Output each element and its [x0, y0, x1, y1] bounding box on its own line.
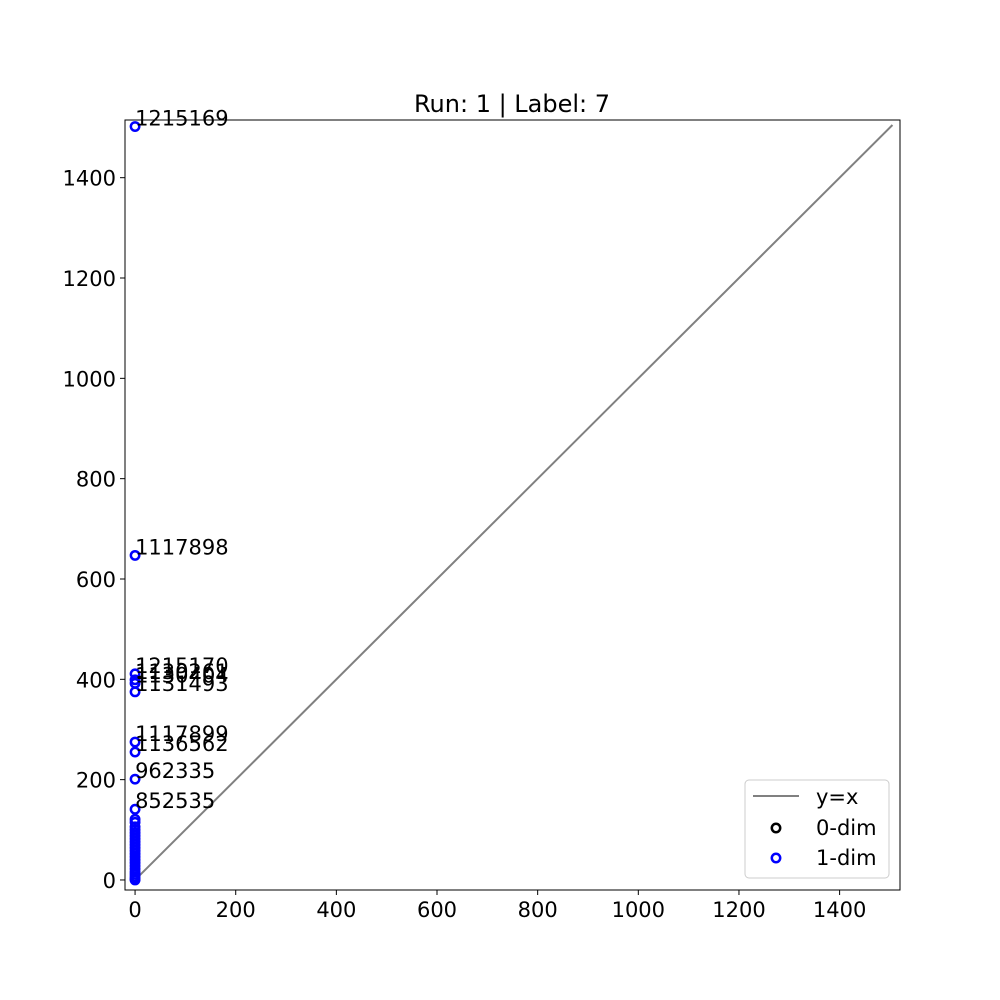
y-tick-label: 200 — [76, 769, 116, 793]
plot-content — [129, 121, 894, 886]
y-tick-label: 1000 — [63, 367, 116, 391]
y-tick-label: 800 — [76, 468, 116, 492]
point-label: 1117899 — [135, 722, 229, 746]
legend-label-0-dim: 0-dim — [816, 816, 877, 840]
data-point-1-dim — [129, 674, 141, 686]
y-tick-label: 400 — [76, 668, 116, 692]
data-point-1-dim — [129, 874, 141, 886]
point-labels: 1215169 1117898 12151701130261113040411314… — [135, 107, 229, 814]
x-tick-label: 0 — [128, 898, 141, 922]
data-point-1-dim — [129, 736, 141, 748]
x-tick-label: 1000 — [612, 898, 665, 922]
legend-marker-1-dim — [770, 852, 782, 864]
x-tick-label: 200 — [216, 898, 256, 922]
x-tick-label: 1200 — [712, 898, 765, 922]
reference-line-y-equals-x — [134, 124, 894, 881]
y-tick-label: 600 — [76, 568, 116, 592]
point-label: 852535 — [135, 789, 215, 813]
data-point-1-dim — [129, 686, 141, 698]
chart-title: Run: 1 | Label: 7 — [414, 90, 610, 118]
data-point-1-dim — [129, 549, 141, 561]
y-axis: 0 200 400 600 800 1000 1200 1400 — [63, 167, 125, 893]
x-tick-label: 400 — [316, 898, 356, 922]
y-tick-label: 1200 — [63, 267, 116, 291]
point-label: 1130404 — [135, 663, 229, 687]
legend: y=x 0-dim 1-dim — [744, 779, 890, 879]
y-tick-label: 0 — [103, 869, 116, 893]
x-axis: 0 200 400 600 800 1000 1200 1400 — [128, 890, 866, 922]
point-label: 1130261 — [135, 660, 229, 684]
x-tick-label: 1400 — [813, 898, 866, 922]
point-label: 962335 — [135, 759, 215, 783]
legend-marker-0-dim — [770, 822, 782, 834]
point-label: 1215170 — [135, 654, 229, 678]
x-tick-label: 600 — [417, 898, 457, 922]
legend-label-reference-line: y=x — [816, 785, 858, 809]
point-label: 1215169 — [135, 107, 229, 131]
point-label: 1117898 — [135, 535, 229, 559]
data-point-1-dim — [129, 803, 141, 815]
point-label: 1136562 — [135, 732, 229, 756]
y-tick-label: 1400 — [63, 167, 116, 191]
legend-box — [744, 779, 890, 879]
data-point-1-dim — [129, 746, 141, 758]
plot-frame — [124, 119, 901, 891]
data-point-1-dim — [129, 773, 141, 785]
x-tick-label: 800 — [518, 898, 558, 922]
data-point-1-dim — [129, 121, 141, 132]
point-label: 1131493 — [135, 672, 229, 696]
legend-label-1-dim: 1-dim — [816, 846, 877, 870]
